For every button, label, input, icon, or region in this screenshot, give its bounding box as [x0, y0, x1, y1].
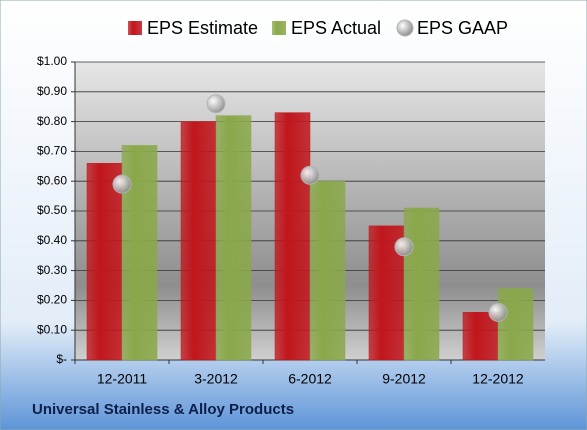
y-tick-label: $1.00 [37, 54, 67, 68]
bar [462, 312, 499, 361]
x-tick-label: 3-2012 [194, 371, 238, 387]
bar [86, 163, 123, 361]
legend-marker [128, 21, 142, 35]
bar [497, 288, 534, 361]
bar [215, 115, 252, 361]
gaap-point [394, 237, 414, 257]
y-tick-label: $0.50 [37, 203, 67, 217]
bar [180, 121, 217, 361]
x-tick-label: 12-2011 [97, 371, 148, 387]
gaap-point [206, 94, 226, 114]
y-tick-label: $0.30 [37, 263, 67, 277]
gaap-point [488, 302, 508, 322]
y-tick-label: $0.40 [37, 233, 67, 247]
legend-label: EPS Actual [291, 18, 381, 38]
legend-label: EPS GAAP [417, 18, 508, 38]
x-tick-label: 9-2012 [382, 371, 426, 387]
bar [403, 207, 440, 361]
x-tick-label: 6-2012 [288, 371, 332, 387]
x-tick-label: 12-2012 [472, 371, 524, 387]
y-tick-label: $0.60 [37, 173, 67, 187]
legend-marker [396, 19, 414, 37]
y-tick-label: $0.80 [37, 114, 67, 128]
y-tick-label: $- [56, 352, 67, 366]
bar [274, 112, 311, 361]
y-tick-label: $0.10 [37, 322, 67, 336]
bar [309, 180, 346, 361]
y-tick-label: $0.70 [37, 144, 67, 158]
gaap-point [300, 165, 320, 185]
y-tick-label: $0.90 [37, 84, 67, 98]
gaap-point [112, 174, 132, 194]
chart-title: Universal Stainless & Alloy Products [32, 401, 294, 418]
y-tick-label: $0.20 [37, 293, 67, 307]
legend-label: EPS Estimate [147, 18, 258, 38]
legend-marker [272, 21, 286, 35]
